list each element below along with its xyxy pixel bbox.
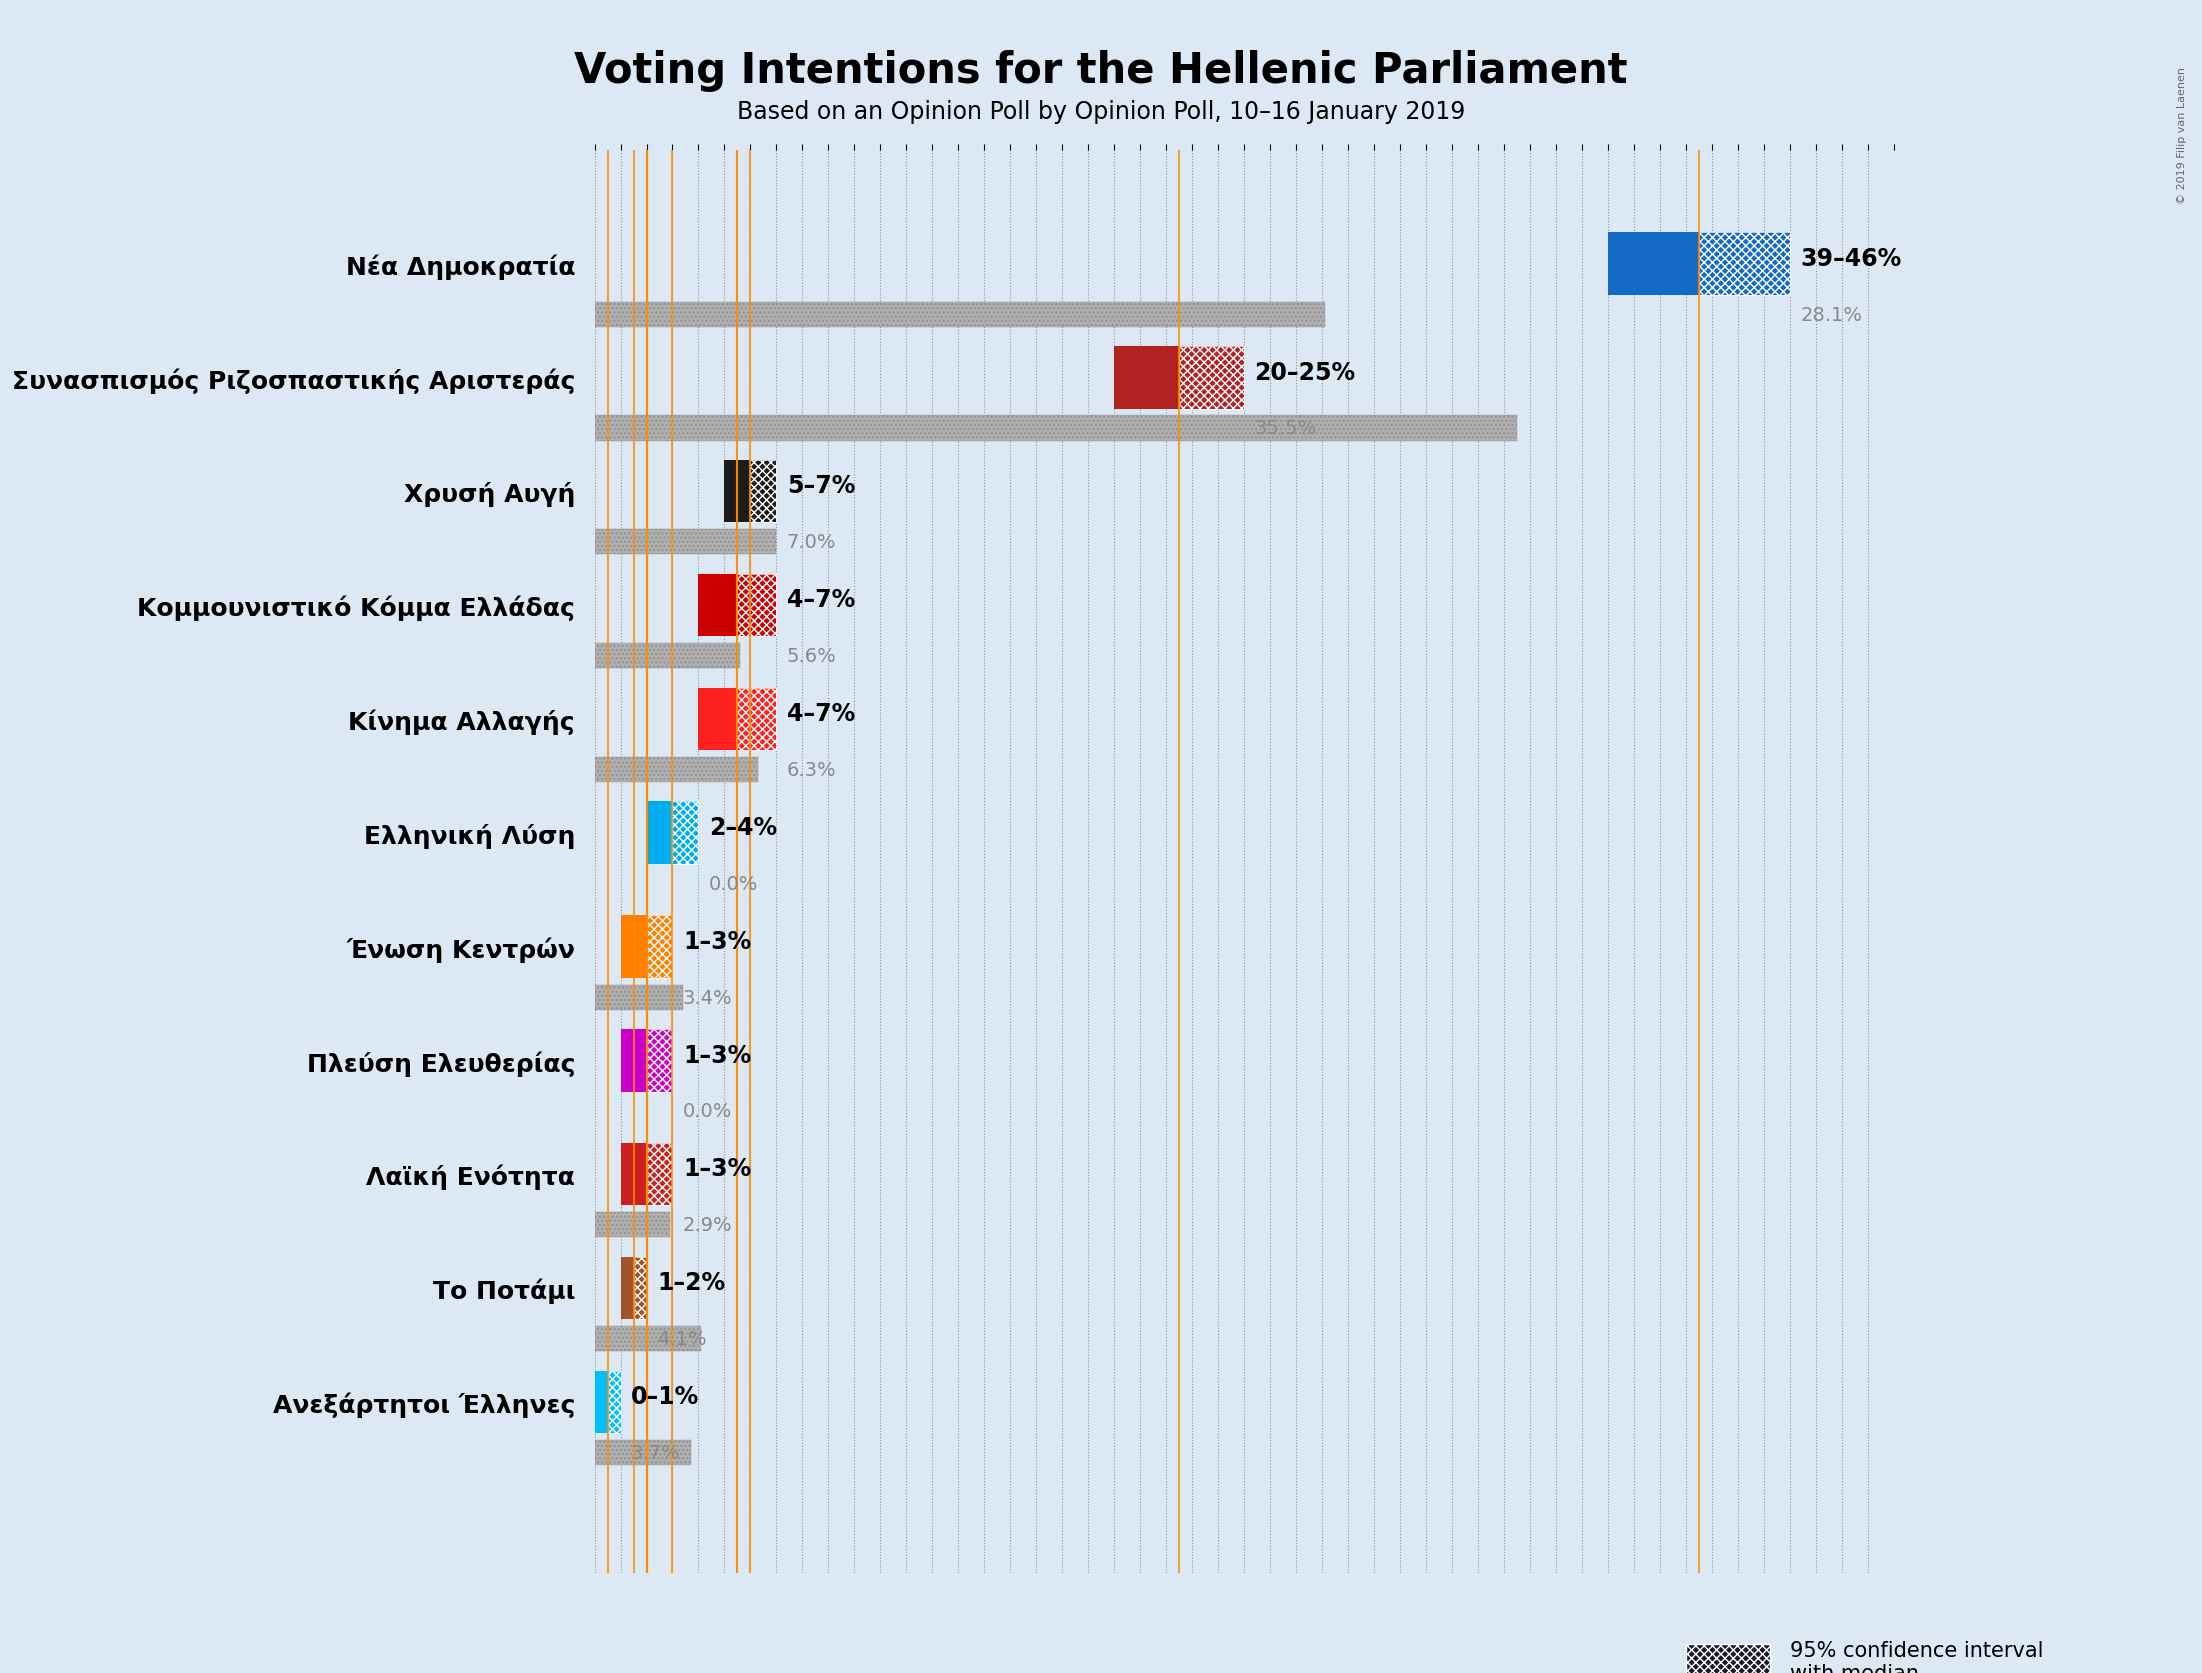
Bar xyxy=(634,1256,647,1320)
Bar xyxy=(595,985,683,1010)
Text: 6.3%: 6.3% xyxy=(786,761,837,780)
Bar xyxy=(672,801,698,865)
Bar xyxy=(595,985,683,1010)
Bar xyxy=(1698,233,1790,296)
Bar xyxy=(595,530,777,555)
Bar xyxy=(647,1029,672,1092)
Text: Based on an Opinion Poll by Opinion Poll, 10–16 January 2019: Based on an Opinion Poll by Opinion Poll… xyxy=(738,100,1464,124)
Bar xyxy=(621,1256,634,1320)
Bar xyxy=(647,1029,672,1092)
Bar xyxy=(724,460,751,524)
Bar xyxy=(595,758,757,783)
Bar xyxy=(621,915,647,979)
Text: 39–46%: 39–46% xyxy=(1801,246,1903,271)
Text: 1–3%: 1–3% xyxy=(683,1042,751,1067)
Bar xyxy=(595,1327,700,1352)
Bar xyxy=(595,303,1326,328)
Text: © 2019 Filip van Laenen: © 2019 Filip van Laenen xyxy=(2176,67,2187,204)
Text: 1–3%: 1–3% xyxy=(683,929,751,954)
Bar xyxy=(1607,233,1700,296)
Text: 35.5%: 35.5% xyxy=(1255,420,1317,438)
Bar xyxy=(698,574,738,637)
Text: 5–7%: 5–7% xyxy=(786,473,854,499)
Bar xyxy=(647,1143,672,1206)
Bar xyxy=(595,644,740,669)
Bar xyxy=(738,688,777,751)
Bar xyxy=(595,1370,608,1434)
Text: 28.1%: 28.1% xyxy=(1801,306,1863,325)
Bar xyxy=(621,1029,647,1092)
Bar xyxy=(595,1440,691,1466)
Bar xyxy=(738,574,777,637)
Text: 1–2%: 1–2% xyxy=(656,1270,724,1295)
Bar xyxy=(595,1440,691,1466)
Bar xyxy=(595,1213,669,1238)
Text: Voting Intentions for the Hellenic Parliament: Voting Intentions for the Hellenic Parli… xyxy=(575,50,1627,92)
Bar xyxy=(698,688,738,751)
Bar xyxy=(595,417,1517,442)
Bar xyxy=(1178,346,1244,410)
Bar xyxy=(647,1143,672,1206)
Bar xyxy=(1114,346,1180,410)
Text: 2.9%: 2.9% xyxy=(683,1216,733,1235)
Bar xyxy=(751,460,777,524)
Text: 4–7%: 4–7% xyxy=(786,701,854,726)
Bar xyxy=(608,1370,621,1434)
Bar xyxy=(1698,233,1790,296)
Legend: 95% confidence interval
with median, Last result: 95% confidence interval with median, Las… xyxy=(1678,1631,2052,1673)
Bar xyxy=(672,801,698,865)
Text: 2–4%: 2–4% xyxy=(709,815,777,840)
Text: 3.4%: 3.4% xyxy=(683,989,733,1007)
Text: 7.0%: 7.0% xyxy=(786,534,837,552)
Bar xyxy=(608,1370,621,1434)
Bar xyxy=(595,303,1326,328)
Bar xyxy=(595,417,1517,442)
Bar xyxy=(595,1327,700,1352)
Bar xyxy=(634,1256,647,1320)
Text: 0.0%: 0.0% xyxy=(709,875,757,893)
Bar xyxy=(595,530,777,555)
Bar xyxy=(738,574,777,637)
Text: 20–25%: 20–25% xyxy=(1255,360,1356,385)
Bar xyxy=(595,758,757,783)
Text: 3.7%: 3.7% xyxy=(632,1444,680,1462)
Text: 0.0%: 0.0% xyxy=(683,1103,733,1121)
Bar xyxy=(751,460,777,524)
Bar xyxy=(647,915,672,979)
Bar xyxy=(647,915,672,979)
Bar xyxy=(738,688,777,751)
Bar xyxy=(621,1143,647,1206)
Bar xyxy=(647,801,672,865)
Bar xyxy=(595,1213,669,1238)
Text: 0–1%: 0–1% xyxy=(632,1384,700,1409)
Bar xyxy=(1178,346,1244,410)
Bar xyxy=(595,644,740,669)
Text: 4–7%: 4–7% xyxy=(786,587,854,612)
Text: 1–3%: 1–3% xyxy=(683,1156,751,1181)
Text: 5.6%: 5.6% xyxy=(786,647,837,666)
Text: 4.1%: 4.1% xyxy=(656,1330,707,1348)
